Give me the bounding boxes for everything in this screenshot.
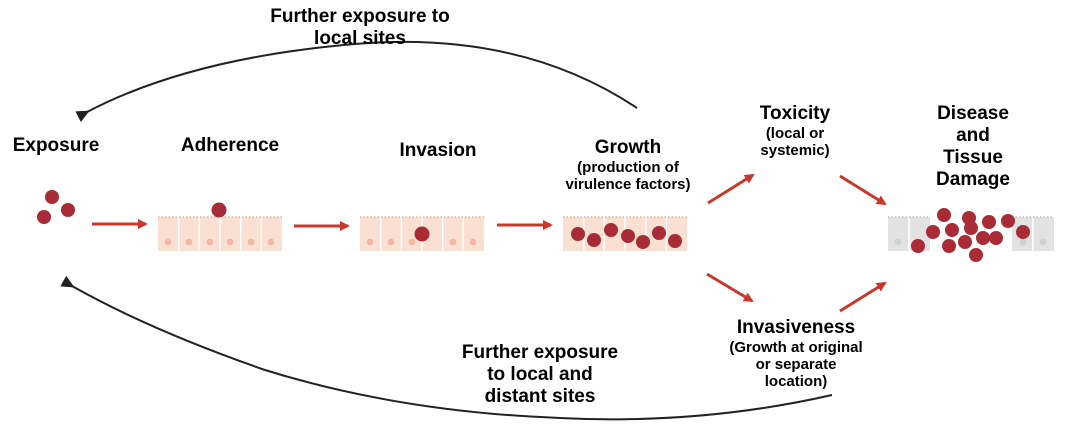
feedback-arrow-local [75, 40, 638, 122]
stage-invasiveness-label: Invasiveness (Growth at original or sepa… [729, 317, 863, 391]
feedback-arrow-distant [60, 275, 833, 421]
arrow-toxicity-to-disease [839, 174, 887, 206]
arrow-invasiveness-to-disease [839, 281, 887, 313]
exposure-bacteria [37, 190, 75, 224]
feedback-label-distant: Further exposure to local and distant si… [461, 342, 619, 407]
tissue-adherence [158, 202, 282, 251]
arrow-growth-to-invasiveness [706, 272, 754, 303]
stage-disease-label: Disease and Tissue Damage [936, 103, 1010, 190]
stage-exposure-label: Exposure [12, 135, 100, 156]
stage-adherence-label: Adherence [180, 135, 280, 156]
tissue-disease [888, 208, 1054, 262]
stage-invasion-label: Invasion [399, 140, 477, 161]
feedback-label-local: Further exposure to local sites [270, 6, 450, 49]
tissue-growth [563, 216, 687, 251]
tissue-invasion [360, 216, 484, 251]
stage-growth-label: Growth (production of virulence factors) [565, 137, 691, 194]
stage-toxicity-label: Toxicity (local or systemic) [759, 103, 831, 160]
arrow-growth-to-toxicity [707, 173, 755, 205]
